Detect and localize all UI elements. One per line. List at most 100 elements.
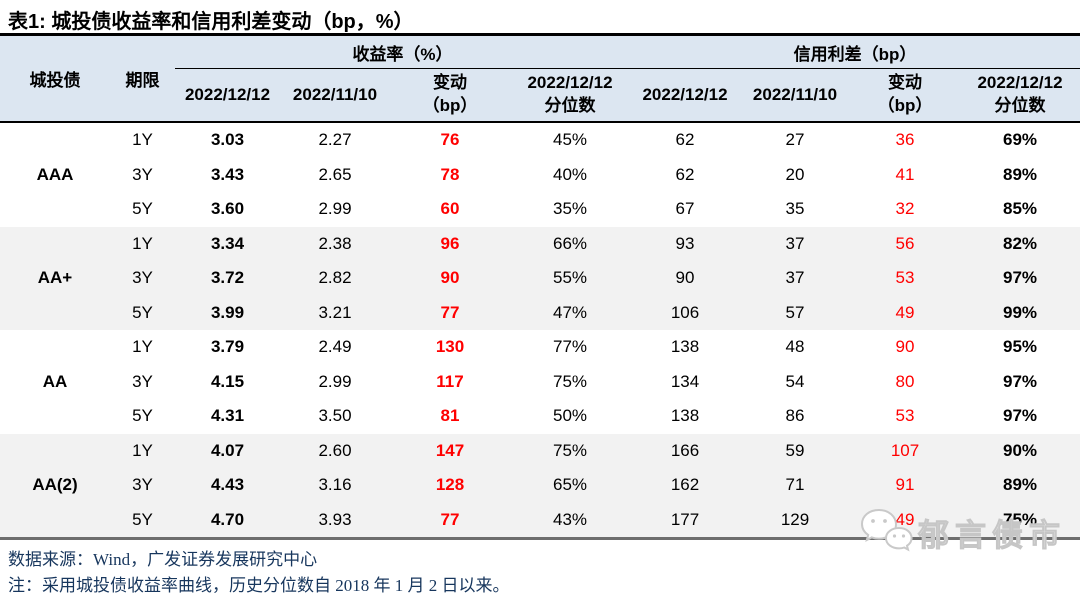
spread-previous-cell: 37	[785, 268, 805, 288]
spread-previous-cell: 86	[785, 406, 805, 426]
table-row: 5Y 4.31 3.50 81 50% 138 86 53 97%	[0, 399, 1080, 434]
tenor-cell: 3Y	[132, 475, 153, 495]
table-row: AA(2) 1Y 4.07 2.60 147 75% 166 59 107 90…	[0, 434, 1080, 495]
header-yield-change-line1: 变动	[433, 73, 467, 93]
yield-current-cell: 3.79	[210, 337, 245, 357]
spread-change-cell: 49	[895, 509, 915, 529]
spread-percentile-cell: 90%	[1003, 440, 1038, 460]
spread-current-cell: 134	[670, 371, 700, 391]
spread-previous-cell: 129	[780, 509, 810, 529]
spread-percentile-cell: 89%	[1003, 164, 1038, 184]
tenor-cell: 1Y	[132, 130, 153, 150]
table-row: 3Y 3.43 2.65 78 40% 62 20 41 89%	[0, 158, 1080, 193]
spread-previous-cell: 57	[785, 302, 805, 322]
spread-current-cell: 106	[670, 302, 700, 322]
header-spread-percentile: 2022/12/12 分位数	[960, 68, 1080, 123]
yield-change-cell: 117	[436, 371, 464, 391]
rating-cell: AA	[42, 371, 68, 391]
yield-change-cell: 90	[440, 268, 460, 288]
yield-change-cell: 128	[435, 475, 465, 495]
spread-change-cell: 36	[895, 130, 915, 150]
yield-previous-cell: 2.65	[318, 164, 352, 184]
yield-percentile-cell: 47%	[552, 302, 588, 322]
yield-previous-cell: 2.99	[318, 199, 352, 219]
spread-percentile-cell: 85%	[1003, 199, 1038, 219]
yield-current-cell: 3.34	[210, 233, 245, 253]
yield-current-cell: 4.15	[210, 371, 245, 391]
header-yield-percentile-line1: 2022/12/12	[527, 73, 613, 93]
spread-change-cell: 49	[895, 302, 915, 322]
header-spread-change-line2: （bp）	[877, 96, 933, 115]
rating-cell: AAA	[36, 164, 74, 184]
yield-percentile-cell: 66%	[552, 233, 588, 253]
header-yield-date-current: 2022/12/12	[175, 68, 280, 123]
spread-percentile-cell: 97%	[1003, 406, 1038, 426]
yield-current-cell: 3.60	[210, 199, 245, 219]
spread-current-cell: 166	[670, 440, 700, 460]
yield-previous-cell: 2.38	[318, 233, 352, 253]
header-yield-date-previous: 2022/11/10	[280, 68, 390, 123]
tenor-cell: 3Y	[132, 371, 153, 391]
spread-percentile-cell: 82%	[1003, 233, 1038, 253]
yield-previous-cell: 2.49	[318, 337, 352, 357]
yield-previous-cell: 3.21	[318, 302, 352, 322]
spread-current-cell: 162	[670, 475, 700, 495]
header-yield-change: 变动 （bp）	[390, 68, 510, 123]
yield-previous-cell: 2.27	[318, 130, 352, 150]
header-spread-percentile-line1: 2022/12/12	[977, 73, 1063, 93]
header-spread-date-previous: 2022/11/10	[740, 68, 850, 123]
header-rating: 城投债	[0, 34, 110, 123]
yield-change-cell: 60	[440, 199, 460, 219]
tenor-cell: 3Y	[132, 164, 153, 184]
yield-change-cell: 77	[440, 509, 460, 529]
data-source-note: 数据来源：Wind，广发证券发展研究中心	[8, 550, 318, 569]
spread-current-cell: 62	[675, 164, 695, 184]
table-row: AA 1Y 3.79 2.49 130 77% 138 48 90 95%	[0, 330, 1080, 391]
table-row: 5Y 3.60 2.99 60 35% 67 35 32 85%	[0, 192, 1080, 227]
header-yield-percentile-line2: 分位数	[544, 96, 596, 115]
yield-percentile-cell: 50%	[552, 406, 588, 426]
yield-current-cell: 3.03	[210, 130, 245, 150]
yield-change-cell: 96	[440, 233, 460, 253]
yield-percentile-cell: 55%	[552, 268, 588, 288]
tenor-cell: 1Y	[132, 337, 153, 357]
table-title: 表1: 城投债收益率和信用利差变动（bp，%）	[8, 11, 414, 33]
spread-percentile-cell: 75%	[1003, 509, 1038, 529]
spread-previous-cell: 20	[785, 164, 805, 184]
tenor-cell: 5Y	[132, 509, 153, 529]
spread-previous-cell: 35	[785, 199, 805, 219]
spread-previous-cell: 48	[785, 337, 805, 357]
table-header: 城投债 期限 收益率（%） 信用利差（bp） 2022/12/12 2022/1…	[0, 34, 1080, 123]
spread-change-cell: 53	[895, 268, 915, 288]
header-spread-group: 信用利差（bp）	[630, 34, 1080, 69]
yield-percentile-cell: 45%	[552, 130, 588, 150]
tenor-cell: 5Y	[132, 199, 153, 219]
header-spread-date-current: 2022/12/12	[630, 68, 740, 123]
header-spread-percentile-line2: 分位数	[994, 96, 1046, 115]
methodology-note: 注：采用城投债收益率曲线，历史分位数自 2018 年 1 月 2 日以来。	[8, 576, 510, 595]
yield-current-cell: 3.72	[210, 268, 245, 288]
yield-percentile-cell: 40%	[552, 164, 588, 184]
spread-percentile-cell: 97%	[1003, 371, 1038, 391]
table-row: 3Y 3.72 2.82 90 55% 90 37 53 97%	[0, 261, 1080, 296]
header-yield-group: 收益率（%）	[175, 34, 630, 69]
yield-percentile-cell: 75%	[552, 440, 588, 460]
yield-percentile-cell: 75%	[552, 371, 588, 391]
header-yield-percentile: 2022/12/12 分位数	[510, 68, 630, 123]
yield-percentile-cell: 35%	[552, 199, 588, 219]
spread-current-cell: 177	[670, 509, 700, 529]
spread-change-cell: 107	[890, 440, 920, 460]
yield-previous-cell: 2.99	[318, 371, 352, 391]
yield-previous-cell: 3.16	[318, 475, 352, 495]
yield-previous-cell: 3.50	[318, 406, 352, 426]
yield-change-cell: 78	[440, 164, 460, 184]
yield-current-cell: 3.99	[210, 302, 245, 322]
rating-group-aa2: AA(2) 1Y 4.07 2.60 147 75% 166 59 107 90…	[0, 433, 1080, 539]
header-spread-change: 变动 （bp）	[850, 68, 960, 123]
yield-percentile-cell: 65%	[552, 475, 588, 495]
spread-change-cell: 56	[895, 233, 915, 253]
spread-current-cell: 90	[675, 268, 695, 288]
yield-percentile-cell: 77%	[552, 337, 588, 357]
spread-current-cell: 138	[670, 337, 700, 357]
yield-change-cell: 77	[440, 302, 460, 322]
